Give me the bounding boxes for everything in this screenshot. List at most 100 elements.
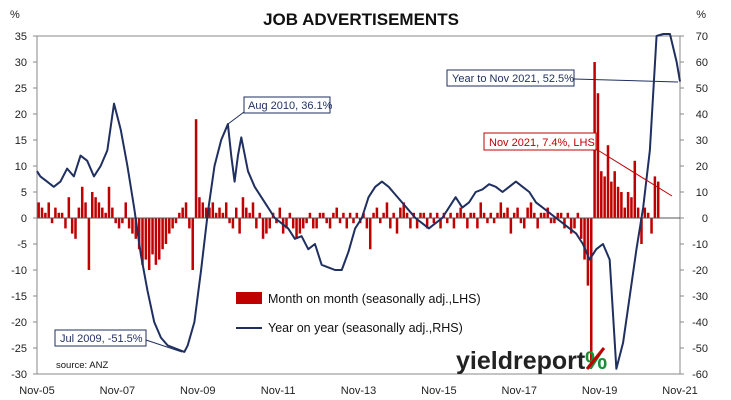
mom-bar [462,212,466,218]
mom-bar [600,171,603,218]
mom-bar [214,212,218,218]
mom-bar [151,218,154,255]
mom-bar [549,218,553,224]
mom-bar [241,197,245,218]
mom-bar [432,218,436,224]
mom-bar [620,192,623,218]
x-tick-label: Nov-11 [261,385,296,397]
x-tick-label: Nov-13 [341,385,376,397]
legend-swatch-bar [236,292,262,304]
mom-bar [512,212,516,218]
mom-bar [650,218,653,234]
mom-bar [579,218,583,239]
line-series-year-on-year [36,33,681,370]
mom-bar [342,212,345,218]
mom-bar [415,218,419,229]
mom-bar [633,160,637,218]
mom-bar [506,207,509,218]
mom-bar [281,218,285,234]
right-tick-label: 30 [696,135,708,147]
mom-bar [409,218,412,229]
mom-bar [496,212,499,218]
mom-bar [603,176,606,218]
bar-series [37,62,660,364]
right-axis-unit: % [696,9,706,21]
mom-bar [275,218,278,224]
left-tick-label: 10 [15,161,27,173]
mom-bar [626,192,630,218]
x-tick-label: Nov-05 [19,385,54,397]
mom-bar [288,212,292,218]
mom-bar [201,202,205,218]
mom-bar [596,93,600,218]
left-tick-label: 20 [15,109,27,121]
annotation-nov-2021-yoy-box [446,69,575,87]
mom-bar [265,218,268,234]
mom-bar [355,212,359,218]
mom-bar [372,212,375,218]
mom-bar [385,202,389,218]
mom-bar [529,202,533,218]
mom-bar [523,218,526,229]
mom-bar [345,218,349,229]
mom-bar [559,212,563,218]
x-tick-label: Nov-09 [180,385,215,397]
mom-bar [70,218,74,234]
mom-bar [553,218,556,224]
annotation-jul-2009: Jul 2009, -51.5% [54,329,183,353]
mom-bar [392,212,395,218]
mom-bar [258,212,261,218]
right-tick-label: -10 [692,239,708,251]
mom-bar [224,202,228,218]
left-tick-label: -5 [17,239,27,251]
mom-bar [94,197,97,218]
mom-bar [610,181,613,218]
x-tick-label: Nov-21 [662,385,697,397]
mom-bar [563,218,566,229]
chart-title: JOB ADVERTISEMENTS [263,10,459,29]
mom-bar [643,207,647,218]
left-tick-label: 25 [15,83,27,95]
mom-bar [40,207,44,218]
mom-bar [576,212,580,218]
left-tick-label: -20 [11,317,27,329]
mom-bar [221,212,225,218]
mom-bar [171,218,174,229]
mom-bar [208,207,211,218]
mom-bar [489,212,493,218]
mom-bar [422,212,426,218]
yieldreport-logo-percent: % [585,347,607,375]
mom-bar [335,207,338,218]
annotation-nov-2021-mom: Nov 2021, 7.4%, LHS [483,132,673,197]
right-tick-label: 0 [702,213,708,225]
annotation-aug-2010-box [243,96,331,114]
mom-bar [44,212,47,218]
mom-bar [231,218,235,229]
mom-bar [60,212,64,218]
left-tick-label: -25 [11,343,27,355]
mom-bar [479,202,482,218]
annotation-nov-2021-yoy-leader [573,78,679,83]
mom-bar [301,218,305,229]
mom-bar [80,186,84,218]
mom-bar [636,207,640,218]
mom-bar [613,171,616,218]
annotation-nov-2021-mom-leader [595,148,673,197]
mom-bar [181,207,184,218]
mom-bar [211,202,215,218]
mom-bar [332,212,335,218]
mom-bar [251,202,255,218]
mom-bar [569,218,573,234]
mom-bar [174,218,178,224]
mom-bar [656,181,660,218]
x-tick-label: Nov-07 [100,385,135,397]
mom-bar [141,218,144,265]
mom-bar [476,218,479,229]
mom-bar [375,207,379,218]
mom-bar [586,218,590,286]
mom-bar [104,212,107,218]
mom-bar [352,218,355,224]
mom-bar [459,207,462,218]
mom-bar [472,212,476,218]
